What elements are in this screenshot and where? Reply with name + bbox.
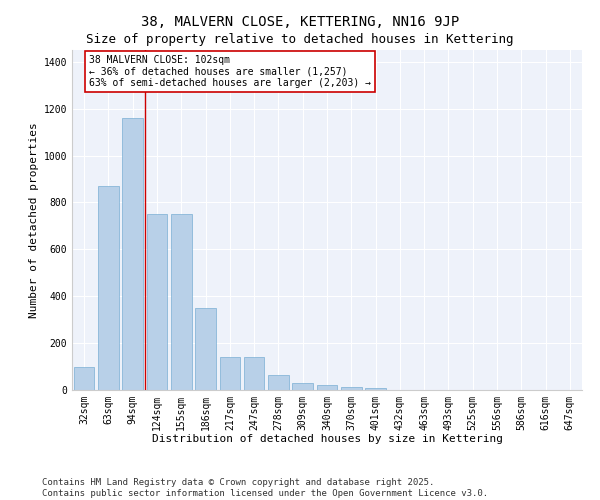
Bar	[195, 308, 216, 390]
Text: Size of property relative to detached houses in Kettering: Size of property relative to detached ho…	[86, 32, 514, 46]
Bar	[98, 186, 119, 390]
Bar	[244, 357, 265, 390]
Bar	[146, 214, 167, 390]
Bar	[220, 357, 240, 390]
Bar	[365, 388, 386, 390]
Bar	[268, 375, 289, 390]
Bar	[122, 118, 143, 390]
Bar	[292, 383, 313, 390]
Text: Contains HM Land Registry data © Crown copyright and database right 2025.
Contai: Contains HM Land Registry data © Crown c…	[42, 478, 488, 498]
Bar	[341, 387, 362, 390]
Y-axis label: Number of detached properties: Number of detached properties	[29, 122, 40, 318]
Bar	[317, 386, 337, 390]
Bar	[74, 366, 94, 390]
Text: 38 MALVERN CLOSE: 102sqm
← 36% of detached houses are smaller (1,257)
63% of sem: 38 MALVERN CLOSE: 102sqm ← 36% of detach…	[89, 54, 371, 88]
Text: 38, MALVERN CLOSE, KETTERING, NN16 9JP: 38, MALVERN CLOSE, KETTERING, NN16 9JP	[141, 15, 459, 29]
X-axis label: Distribution of detached houses by size in Kettering: Distribution of detached houses by size …	[151, 434, 503, 444]
Bar	[171, 214, 191, 390]
